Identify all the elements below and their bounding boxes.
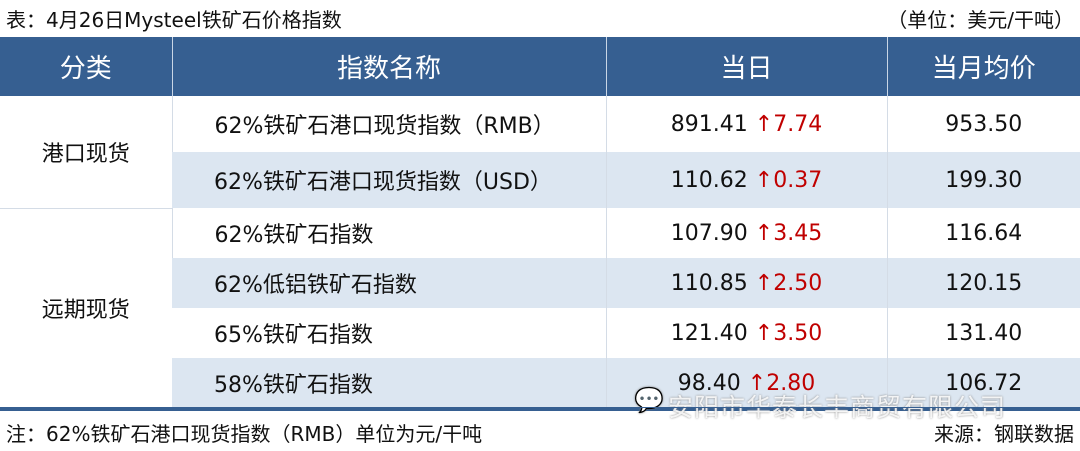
index-name: 65%铁矿石指数 [214, 323, 373, 348]
change-value: ↑3.50 [754, 320, 823, 346]
index-name: 62%低铝铁矿石指数 [172, 258, 606, 308]
month-avg: 199.30 [886, 152, 1080, 208]
index-name: 58%铁矿石指数 [172, 358, 606, 410]
header-name: 指数名称 [171, 37, 606, 96]
today-cell: 98.40 ↑2.80 [605, 358, 887, 410]
table-row: 58%铁矿石指数 98.40 ↑2.80 106.72 [0, 358, 1080, 410]
source: 来源：钢联数据 [934, 422, 1074, 446]
today-value: 98.40 [677, 370, 741, 396]
table-row: 62%低铝铁矿石指数 110.85 ↑2.50 120.15 [0, 258, 1080, 308]
today-cell: 110.85 ↑2.50 [605, 258, 887, 308]
change-value: ↑0.37 [754, 167, 823, 193]
footnote: 注：62%铁矿石港口现货指数（RMB）单位为元/干吨 [6, 422, 483, 446]
index-name: 62%铁矿石指数 [171, 208, 606, 258]
change-value: ↑2.50 [754, 270, 823, 296]
month-avg: 116.64 [886, 208, 1080, 258]
header-month-avg: 当月均价 [886, 37, 1080, 96]
header-category: 分类 [0, 37, 172, 96]
change-value: ↑7.74 [754, 111, 823, 137]
today-value: 121.40 [670, 320, 748, 346]
table-row: 62%铁矿石港口现货指数（USD） 110.62 ↑0.37 199.30 [0, 152, 1080, 208]
table-row: 65%铁矿石指数 121.40 ↑3.50 131.40 [0, 308, 1080, 358]
today-value: 107.90 [670, 220, 748, 246]
table-row: 远期现货 62%铁矿石指数 107.90 ↑3.45 116.64 [0, 208, 1080, 410]
index-name: 62%铁矿石港口现货指数（USD） [172, 152, 606, 208]
today-value: 110.85 [670, 270, 748, 296]
table-title: 表：4月26日Mysteel铁矿石价格指数 [6, 8, 342, 32]
change-value: ↑3.45 [754, 220, 823, 246]
today-value: 891.41 [670, 111, 748, 137]
month-avg: 953.50 [886, 96, 1080, 152]
today-cell: 121.40 ↑3.50 [605, 308, 887, 358]
header-today: 当日 [605, 37, 887, 96]
category-cell: 港口现货 [0, 96, 172, 209]
wechat-icon: 💬 [634, 386, 664, 414]
today-value: 110.62 [670, 167, 748, 193]
today-cell: 107.90 ↑3.45 [605, 208, 887, 258]
index-name: 62%铁矿石港口现货指数（RMB） [171, 96, 606, 152]
price-table: 分类 指数名称 当日 当月均价 港口现货 62%铁矿石港口现货指数（RMB） 891… [0, 37, 1080, 411]
change-value: ↑2.80 [747, 370, 816, 396]
today-cell: 891.41 ↑7.74 [605, 96, 887, 152]
table-row: 港口现货 62%铁矿石港口现货指数（RMB） 891.41 ↑7.74 953.50 [0, 96, 1080, 209]
today-cell: 110.62 ↑0.37 [605, 152, 887, 208]
month-avg: 120.15 [886, 258, 1080, 308]
category-cell: 远期现货 [0, 208, 172, 410]
month-avg: 131.40 [886, 308, 1080, 358]
unit-label: （单位：美元/干吨） [887, 8, 1074, 32]
month-avg: 106.72 [886, 358, 1080, 410]
